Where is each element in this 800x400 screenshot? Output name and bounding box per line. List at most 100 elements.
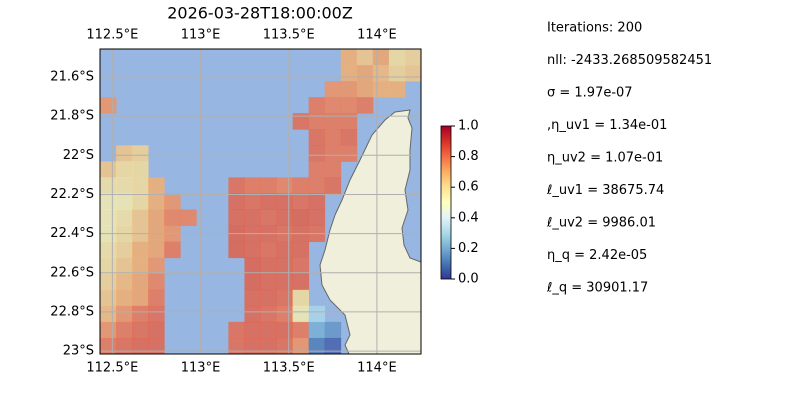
cell	[372, 65, 390, 82]
cell	[100, 209, 117, 226]
cell	[244, 241, 261, 259]
cell	[100, 97, 117, 114]
cell	[404, 65, 421, 82]
cell	[276, 273, 293, 291]
cell	[324, 129, 342, 146]
cell	[308, 305, 326, 323]
cell	[340, 81, 358, 98]
colorbar	[440, 125, 452, 280]
cell	[388, 49, 406, 66]
cell	[116, 257, 133, 275]
cell	[292, 177, 310, 194]
cell	[324, 337, 342, 354]
cell	[372, 81, 390, 98]
cell	[100, 321, 117, 339]
colorbar-tick-label: 0.4	[458, 210, 479, 225]
cell	[148, 273, 165, 291]
x-tick-label: 113°E	[181, 28, 221, 43]
cell	[132, 321, 149, 339]
colorbar-tick-label: 0.2	[458, 241, 479, 256]
y-tick-label: 22.2°S	[50, 187, 94, 202]
cell	[244, 209, 261, 226]
cell	[228, 193, 245, 210]
annotation: ℓ_uv2 = 9986.01	[546, 216, 656, 231]
y-tick-label: 21.6°S	[50, 69, 94, 84]
cell	[164, 193, 181, 210]
cell	[356, 81, 374, 98]
y-tick-label: 22.6°S	[50, 265, 94, 280]
cell	[292, 273, 310, 291]
cell	[260, 241, 277, 259]
cell	[308, 337, 326, 354]
cell	[148, 193, 165, 210]
y-tick-label: 22.4°S	[50, 226, 94, 241]
cell	[340, 113, 358, 130]
cell	[340, 129, 358, 146]
cell	[132, 305, 149, 323]
cell	[308, 145, 326, 162]
cell	[244, 305, 261, 323]
cell	[276, 193, 293, 210]
cell	[148, 241, 165, 259]
cell	[228, 241, 245, 259]
cell	[324, 97, 342, 114]
cell	[132, 209, 149, 226]
cell	[100, 289, 117, 307]
cell	[116, 321, 133, 339]
cell	[132, 257, 149, 275]
cell	[324, 145, 342, 162]
cell	[260, 321, 277, 339]
cell	[116, 209, 133, 226]
cell	[116, 273, 133, 291]
colorbar-tick-label: 1.0	[458, 119, 479, 134]
cell	[180, 209, 197, 226]
cell	[148, 209, 165, 226]
cell	[148, 305, 165, 323]
annotation: σ = 1.97e-07	[547, 86, 633, 101]
cell	[324, 161, 342, 178]
cell	[228, 177, 245, 194]
cell	[276, 177, 293, 194]
cell	[244, 177, 261, 194]
cell	[148, 337, 165, 354]
cell	[132, 273, 149, 291]
cell	[132, 193, 149, 210]
cell	[276, 241, 293, 259]
x-tick-label: 112.5°E	[86, 28, 138, 43]
cell	[308, 113, 326, 130]
cell	[164, 209, 181, 226]
cell	[116, 193, 133, 210]
cell	[292, 113, 310, 130]
cell	[100, 257, 117, 275]
chart-title: 2026-03-28T18:00:00Z	[167, 4, 353, 23]
cell	[116, 241, 133, 259]
cell	[148, 289, 165, 307]
cell	[356, 49, 374, 66]
cell	[100, 273, 117, 291]
colorbar-tick-label: 0.0	[458, 272, 479, 287]
x-tick-label: 112.5°E	[86, 361, 138, 376]
cell	[132, 161, 149, 178]
cell	[244, 257, 261, 275]
cell	[292, 193, 310, 210]
cell	[340, 97, 358, 114]
cell	[292, 337, 310, 354]
annotation: ℓ_uv1 = 38675.74	[546, 183, 664, 198]
cell	[164, 241, 181, 259]
cell	[292, 321, 310, 339]
cell	[260, 305, 277, 323]
cell	[260, 337, 277, 354]
cell	[388, 81, 406, 98]
cell	[308, 97, 326, 114]
cell	[308, 193, 326, 210]
cell	[276, 305, 293, 323]
cell	[308, 177, 326, 194]
cell	[276, 257, 293, 275]
cell	[340, 49, 358, 66]
cell	[276, 209, 293, 226]
cell	[340, 145, 358, 162]
cell	[276, 321, 293, 339]
cell	[100, 161, 117, 178]
cell	[100, 305, 117, 323]
y-tick-label: 23°S	[63, 344, 94, 359]
